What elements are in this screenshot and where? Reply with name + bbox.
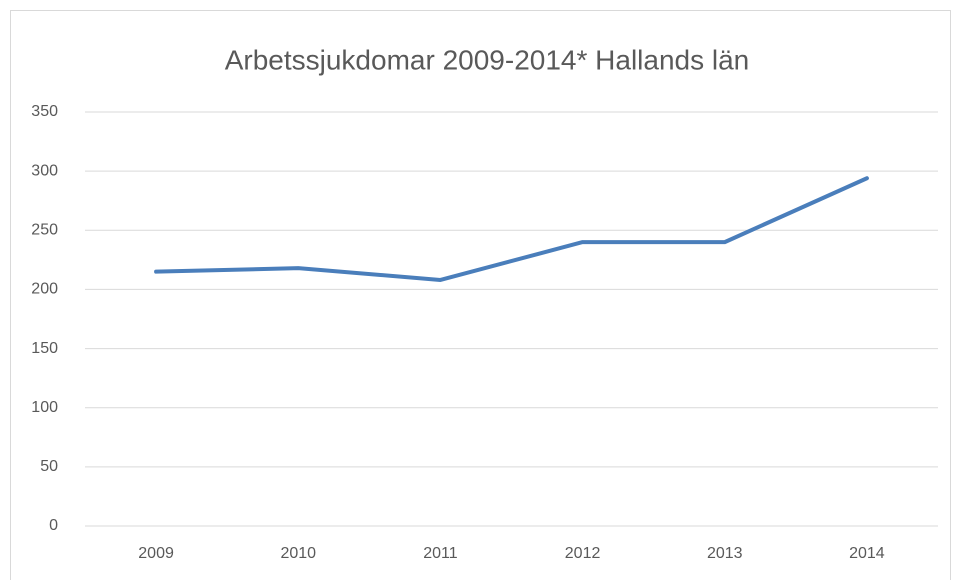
y-tick-label: 0 [49,517,58,534]
y-tick-label: 50 [40,458,58,475]
x-tick-label: 2010 [280,545,316,562]
y-tick-label: 100 [31,399,58,416]
x-tick-label: 2012 [565,545,601,562]
x-tick-label: 2013 [707,545,743,562]
y-tick-label: 200 [31,281,58,298]
x-tick-label: 2014 [849,545,885,562]
y-tick-label: 150 [31,340,58,357]
chart-border [10,10,951,580]
x-tick-label: 2009 [138,545,174,562]
chart-title: Arbetssjukdomar 2009-2014* Hallands län [225,44,750,75]
x-tick-label: 2011 [423,545,458,562]
y-tick-label: 350 [31,103,58,120]
y-tick-label: 300 [31,162,58,179]
data-line [154,176,869,282]
y-tick-label: 250 [31,222,58,239]
